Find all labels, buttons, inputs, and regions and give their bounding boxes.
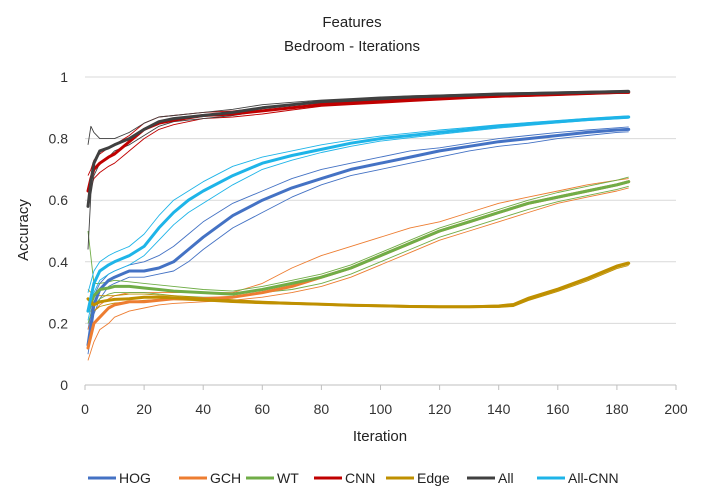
series-all-cnn-lower-line [87, 117, 629, 321]
chart-subtitle: Bedroom - Iterations [284, 38, 420, 55]
x-tick-label: 180 [605, 401, 629, 417]
series-lines [86, 90, 631, 350]
y-tick-label: 0.2 [49, 315, 69, 331]
y-tick-label: 0.6 [49, 192, 69, 208]
x-tick-label: 40 [195, 401, 211, 417]
series-all-line [86, 90, 631, 208]
legend-label-hog: HOG [119, 470, 151, 486]
y-axis-label: Accuracy [15, 199, 32, 261]
x-tick-label: 120 [428, 401, 452, 417]
series-gch-upper-line [87, 178, 629, 330]
x-tick-label: 80 [314, 401, 330, 417]
x-tick-label: 160 [546, 401, 570, 417]
y-tick-label: 0.4 [49, 254, 69, 270]
series-wt-upper-line [87, 176, 629, 292]
series-wt-lower-line [87, 185, 629, 324]
legend: HOG GCH WT CNN Edge All All-CNN [88, 470, 619, 486]
y-tick-label: 0 [60, 377, 68, 393]
series-gch-lower-line [87, 187, 629, 361]
legend-label-all-cnn: All-CNN [568, 470, 619, 486]
axes: 0 0.2 0.4 0.6 0.8 1 0 20 40 60 80 100 120 140 160 180 20… [49, 69, 688, 417]
legend-label-edge: Edge [417, 470, 450, 486]
series-cnn-lower-line [87, 92, 629, 201]
series-wt-line [86, 180, 631, 313]
gridlines [85, 76, 676, 324]
legend-label-wt: WT [277, 470, 299, 486]
legend-label-gch: GCH [210, 470, 241, 486]
series-hog-line [86, 127, 631, 347]
series-all-cnn-line [86, 115, 631, 313]
x-tick-label: 60 [255, 401, 271, 417]
x-tick-label: 0 [81, 401, 89, 417]
x-tick-label: 100 [369, 401, 393, 417]
series-edge-line [86, 261, 631, 309]
y-tick-label: 0.8 [49, 131, 69, 147]
series-hog-lower-line [87, 131, 629, 355]
series-bounds [87, 89, 629, 361]
x-tick-label: 200 [664, 401, 688, 417]
x-axis-label: Iteration [353, 428, 407, 445]
y-tick-label: 1 [60, 69, 68, 85]
legend-label-all: All [498, 470, 514, 486]
legend-label-cnn: CNN [345, 470, 375, 486]
x-tick-label: 20 [136, 401, 152, 417]
chart-title: Features [322, 14, 381, 31]
series-cnn-line [86, 90, 631, 193]
x-tick-label: 140 [487, 401, 511, 417]
chart-title-group: Features Bedroom - Iterations [284, 14, 420, 55]
